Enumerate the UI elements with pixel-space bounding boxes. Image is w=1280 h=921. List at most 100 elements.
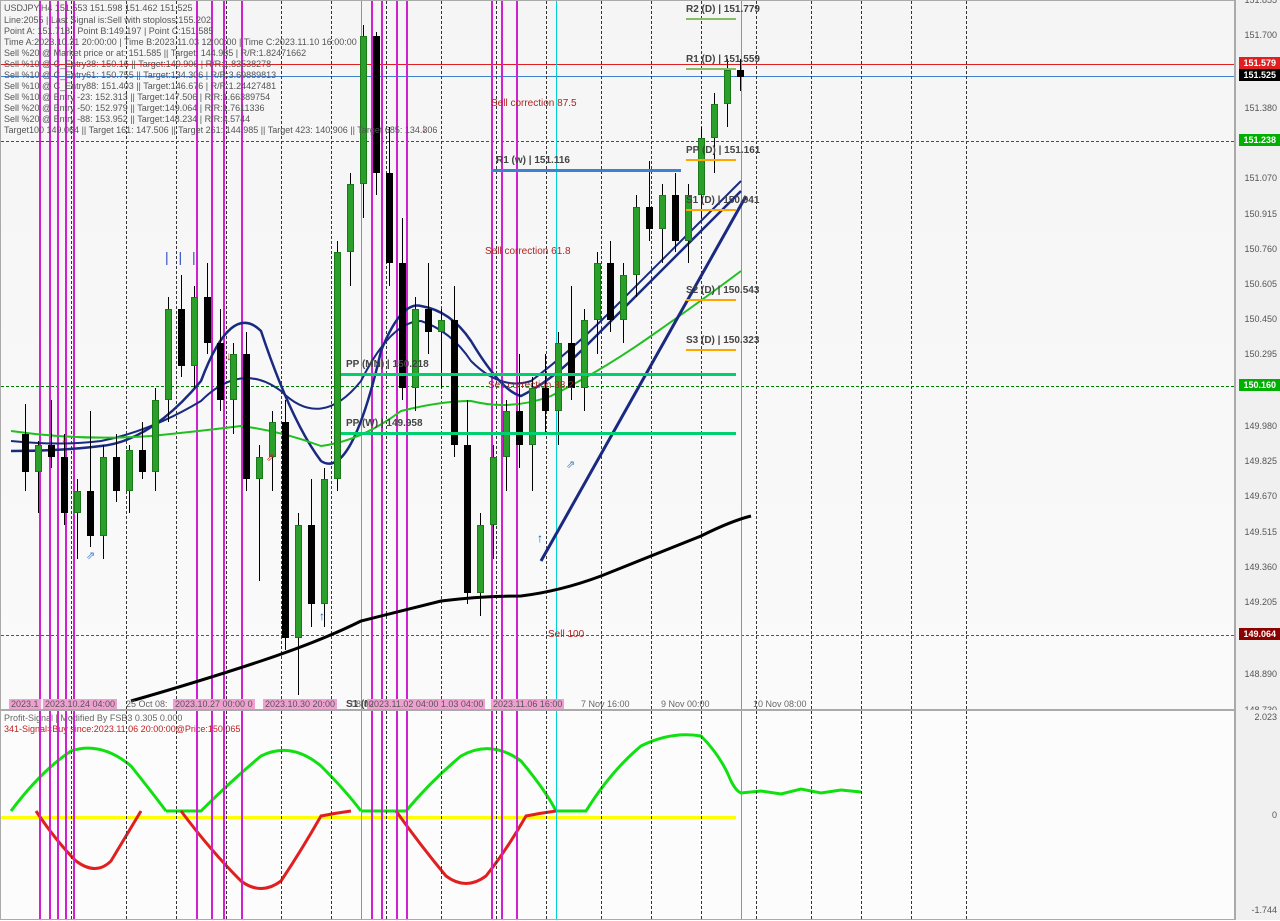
- info-line: Time A:2023.10.31 20:00:00 | Time B:2023…: [4, 37, 357, 47]
- hline: [1, 635, 1234, 636]
- price-tick: 151.380: [1244, 103, 1277, 113]
- pivot-label: PP (D) | 151.161: [686, 145, 760, 156]
- vline-grid: [911, 1, 912, 709]
- ind-tick-bot: -1.744: [1251, 905, 1277, 915]
- price-tick: 149.670: [1244, 491, 1277, 501]
- vline-grid: [811, 1, 812, 709]
- indicator-svg: [1, 711, 1236, 921]
- pivot-label: S2 (D) | 150.543: [686, 285, 759, 296]
- time-label: 10 Nov 08:00: [753, 699, 807, 709]
- vline-grid: [601, 1, 602, 709]
- pivot-line: [686, 299, 736, 301]
- marker-ticks: | | |: [165, 249, 199, 265]
- price-tick: 148.890: [1244, 669, 1277, 679]
- info-line: Sell %10 @ C_Entry61: 150.755 || Target:…: [4, 70, 276, 80]
- price-axis: 151.855 151.700 151.380 151.070 150.915 150.7…: [1235, 0, 1280, 710]
- time-label-highlighted: 2023.10.30 20:00: [263, 699, 337, 709]
- price-tick: 149.205: [1244, 597, 1277, 607]
- hline: [1, 141, 1234, 142]
- pivot-line: [686, 349, 736, 351]
- indicator-axis: 2.023 0 -1.744: [1235, 710, 1280, 920]
- time-label-highlighted: 2023.10.27 00:00 0: [173, 699, 255, 709]
- pivot-line: [341, 432, 736, 435]
- down-red-arrow-icon: ↓: [61, 431, 67, 445]
- price-tick: 149.825: [1244, 456, 1277, 466]
- pivot-line: [686, 18, 736, 20]
- time-label-highlighted: 2023.11.02 04:00 1.03 04:00: [367, 699, 485, 709]
- ind-tick-top: 2.023: [1254, 712, 1277, 722]
- price-label: 149.064: [1239, 628, 1280, 640]
- main-chart[interactable]: R2 (D) | 151.779 R1 (D) | 151.559 PP (D) |…: [0, 0, 1235, 710]
- sell-correction-label: Sell correction 38.2: [488, 380, 574, 391]
- price-label: 151.579: [1239, 57, 1280, 69]
- time-label-highlighted: 2023.1: [9, 699, 41, 709]
- vline-magenta: [381, 1, 383, 709]
- vline-cyan: [741, 1, 742, 709]
- up-blue-arrow-icon: ↑: [319, 609, 325, 623]
- info-line: Sell %10 @ C_Entry38: 150.16 || Target:1…: [4, 59, 271, 69]
- vline-grid: [386, 1, 387, 709]
- time-label: 08:00: [351, 699, 374, 709]
- pivot-label: PP (W) | 149.958: [346, 418, 423, 429]
- sell-correction-label: Sell 100: [548, 629, 584, 640]
- price-label: 150.160: [1239, 379, 1280, 391]
- price-tick: 151.070: [1244, 173, 1277, 183]
- down-red-arrow-icon: ↓: [226, 349, 232, 363]
- info-line: Point A: 151.718 | Point B:149.197 | Poi…: [4, 26, 213, 36]
- time-label: 7 Nov 16:00: [581, 699, 630, 709]
- info-line: Sell %20 @ Entry -50: 152.979 || Target:…: [4, 103, 264, 113]
- vline-magenta: [406, 1, 408, 709]
- pivot-label: S1 (D) | 150.941: [686, 195, 759, 206]
- ind-tick-zero: 0: [1272, 810, 1277, 820]
- vline-grid: [966, 1, 967, 709]
- pivot-label: PP (MN) | 150.218: [346, 359, 429, 370]
- out-blue-arrow-icon: ⇗: [86, 549, 95, 562]
- price-label: 151.238: [1239, 134, 1280, 146]
- out-blue-arrow-icon: ⇗: [566, 458, 575, 471]
- pivot-label: R2 (D) | 151.779: [686, 4, 760, 15]
- hline: [1, 386, 1234, 387]
- price-tick: 150.605: [1244, 279, 1277, 289]
- sell-correction-label: Sell correction 87.5: [491, 98, 577, 109]
- time-label-highlighted: 2023.10.24 04:00: [43, 699, 117, 709]
- info-line: Line:2055 | Last Signal is:Sell with sto…: [4, 15, 211, 25]
- chart-title: USDJPY,H4 151.553 151.598 151.462 151.52…: [4, 3, 193, 13]
- pivot-label: R1 (D) | 151.559: [686, 54, 760, 65]
- vline-grid: [756, 1, 757, 709]
- vline-grid: [701, 1, 702, 709]
- info-line: Sell %20 @ Entry -88: 153.952 || Target:…: [4, 114, 250, 124]
- vline-grid: [861, 1, 862, 709]
- price-tick: 151.855: [1244, 0, 1277, 5]
- pivot-label: S3 (D) | 150.323: [686, 335, 759, 346]
- pivot-line: [686, 159, 736, 161]
- time-label: 25 Oct 08:: [126, 699, 168, 709]
- price-tick: 151.700: [1244, 30, 1277, 40]
- price-tick: 149.980: [1244, 421, 1277, 431]
- pivot-line: [491, 169, 681, 172]
- vline-magenta: [396, 1, 398, 709]
- info-line: Target100 149.064 || Target 161: 147.506…: [4, 125, 437, 135]
- price-tick: 149.360: [1244, 562, 1277, 572]
- pivot-line: [341, 373, 736, 376]
- price-label: 151.525: [1239, 69, 1280, 81]
- pivot-line: [686, 209, 736, 211]
- vline-grid: [331, 1, 332, 709]
- chart-container: R2 (D) | 151.779 R1 (D) | 151.559 PP (D) |…: [0, 0, 1280, 920]
- pivot-line: [686, 68, 736, 70]
- price-tick: 149.515: [1244, 527, 1277, 537]
- time-label-highlighted: 2023.11.06 16:00: [491, 699, 564, 709]
- info-line: Sell %10 @ C_Entry88: 151.403 || Target:…: [4, 81, 276, 91]
- price-tick: 150.760: [1244, 244, 1277, 254]
- price-tick: 150.295: [1244, 349, 1277, 359]
- price-tick: 150.915: [1244, 209, 1277, 219]
- out-red-arrow-icon: ⇗: [266, 451, 275, 464]
- info-line: Sell %10 @ Entry -23: 152.313 || Target:…: [4, 92, 270, 102]
- pivot-label: R1 (w) | 151.116: [496, 155, 570, 166]
- indicator-chart[interactable]: Profit-Signal | Modified By FSB3 0.305 0…: [0, 710, 1235, 920]
- up-blue-arrow-icon: ↑: [537, 531, 543, 545]
- price-tick: 150.450: [1244, 314, 1277, 324]
- sell-correction-label: Sell correction 61.8: [485, 246, 571, 257]
- info-line: Sell %20 @ Market price or at: 151.585 |…: [4, 48, 306, 58]
- vline-grid: [651, 1, 652, 709]
- time-label: 9 Nov 00:00: [661, 699, 710, 709]
